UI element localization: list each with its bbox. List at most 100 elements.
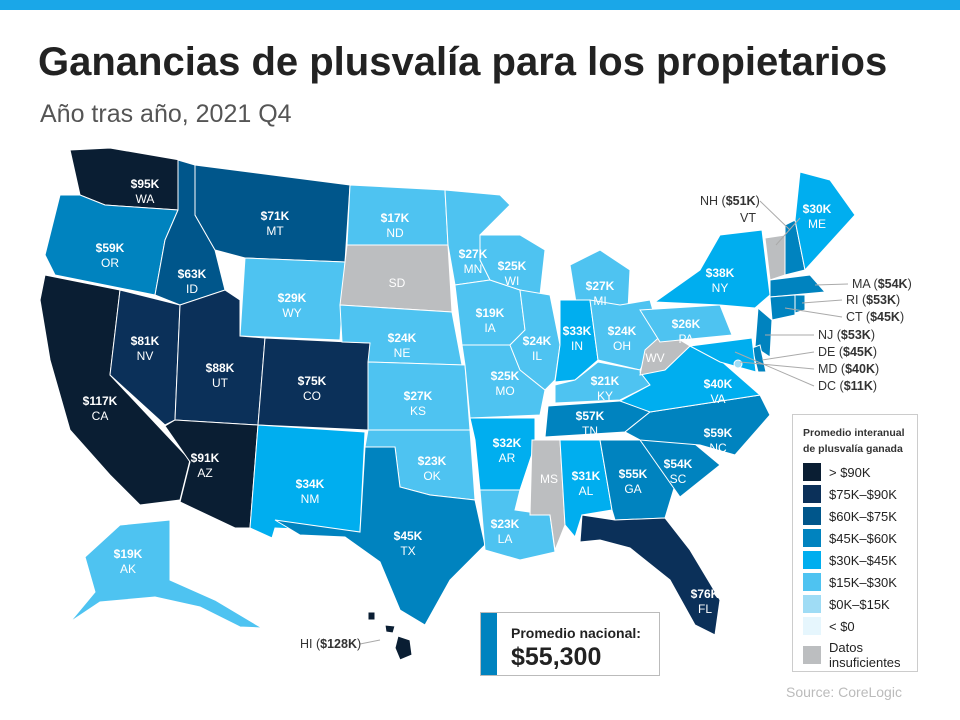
state-value-fl: $76K xyxy=(691,587,720,601)
legend-title-line2: de plusvalía ganada xyxy=(803,443,903,455)
state-abbr-sd: SD xyxy=(389,276,406,290)
state-abbr-ut: UT xyxy=(212,376,229,390)
state-abbr-nd: ND xyxy=(386,226,404,240)
legend-label: $75K–$90K xyxy=(829,486,897,502)
national-average-box: Promedio nacional: $55,300 xyxy=(480,612,660,676)
state-value-il: $24K xyxy=(523,334,552,348)
state-value-nv: $81K xyxy=(131,334,160,348)
state-abbr-ca: CA xyxy=(92,409,109,423)
legend-label: $30K–$45K xyxy=(829,552,897,568)
state-value-tx: $45K xyxy=(394,529,423,543)
state-abbr: DE xyxy=(818,345,835,359)
legend-item: > $90K xyxy=(803,463,917,481)
legend-swatch xyxy=(803,529,821,547)
state-value-ks: $27K xyxy=(404,389,433,403)
source-note: Source: CoreLogic xyxy=(786,684,902,700)
legend-swatch xyxy=(803,463,821,481)
legend-label: $45K–$60K xyxy=(829,530,897,546)
state-abbr: MD xyxy=(818,362,837,376)
state-abbr-ms: MS xyxy=(540,472,558,486)
state-abbr-il: IL xyxy=(532,349,542,363)
state-abbr-mn: MN xyxy=(464,262,483,276)
state-callout-dc: DC ($11K) xyxy=(818,379,877,393)
state-ak xyxy=(69,519,263,629)
state-abbr-wa: WA xyxy=(136,192,155,206)
leader-line xyxy=(801,299,843,304)
state-value: $51K xyxy=(726,194,756,208)
leader-line xyxy=(814,283,849,286)
legend-label: > $90K xyxy=(829,464,871,480)
state-abbr-ky: KY xyxy=(597,389,613,403)
state-abbr-oh: OH xyxy=(613,339,631,353)
state-abbr-ks: KS xyxy=(410,404,426,418)
state-abbr-ne: NE xyxy=(394,346,411,360)
state-value-ky: $21K xyxy=(591,374,620,388)
state-value-mt: $71K xyxy=(261,209,290,223)
legend-label: $60K–$75K xyxy=(829,508,897,524)
state-value-ny: $38K xyxy=(706,266,735,280)
state-abbr: NJ xyxy=(818,328,833,342)
legend-item: $60K–$75K xyxy=(803,507,917,525)
state-callout-vt: VT xyxy=(740,211,756,225)
legend-swatch xyxy=(803,573,821,591)
state-value-ak: $19K xyxy=(114,547,143,561)
legend-label: < $0 xyxy=(829,618,855,634)
state-fl xyxy=(579,514,721,636)
state-abbr-la: LA xyxy=(498,532,513,546)
state-value-ia: $19K xyxy=(476,306,505,320)
state-nc xyxy=(624,394,771,456)
state-value-la: $23K xyxy=(491,517,520,531)
legend-swatch xyxy=(803,617,821,635)
state-abbr-ia: IA xyxy=(484,321,495,335)
state-value-ar: $32K xyxy=(493,436,522,450)
state-value-al: $31K xyxy=(572,469,601,483)
legend-item: $0K–$15K xyxy=(803,595,917,613)
legend-label: $15K–$30K xyxy=(829,574,897,590)
legend-label: $0K–$15K xyxy=(829,596,890,612)
state-abbr-or: OR xyxy=(101,256,119,270)
leader-line xyxy=(775,217,801,246)
state-value-az: $91K xyxy=(191,451,220,465)
state-abbr-fl: FL xyxy=(698,602,712,616)
state-ma xyxy=(769,274,827,298)
legend: Promedio interanual de plusvalía ganada >… xyxy=(792,414,918,672)
legend-label-line1: Datos xyxy=(829,640,863,655)
state-value-ca: $117K xyxy=(83,394,118,408)
state-abbr-wi: WI xyxy=(505,274,520,288)
state-wy xyxy=(239,257,346,341)
state-abbr-va: VA xyxy=(710,392,725,406)
state-abbr-al: AL xyxy=(579,484,594,498)
state-abbr-ny: NY xyxy=(712,281,729,295)
state-callout-md: MD ($40K) xyxy=(818,362,879,376)
state-abbr: MA xyxy=(852,277,871,291)
state-ct xyxy=(769,294,796,321)
state-value-tn: $57K xyxy=(576,409,605,423)
state-callout-hi: HI ($128K) xyxy=(300,637,361,651)
state-value: $11K xyxy=(844,379,873,393)
legend-item: Datos insuficientes xyxy=(803,639,917,671)
top-accent-bar xyxy=(0,0,960,10)
state-value-pa: $26K xyxy=(672,317,701,331)
state-abbr-ga: GA xyxy=(624,482,641,496)
page-subtitle: Año tras año, 2021 Q4 xyxy=(40,100,292,128)
state-callout-de: DE ($45K) xyxy=(818,345,877,359)
state-value-nm: $34K xyxy=(296,477,325,491)
leader-line xyxy=(734,351,815,387)
state-value-mn: $27K xyxy=(459,247,488,261)
state-abbr: CT xyxy=(846,310,863,324)
state-value-ga: $55K xyxy=(619,467,648,481)
state-value-mi: $27K xyxy=(586,279,615,293)
state-dc xyxy=(733,359,743,369)
page-title: Ganancias de plusvalía para los propieta… xyxy=(38,40,888,84)
state-abbr-tx: TX xyxy=(400,544,415,558)
state-abbr-nm: NM xyxy=(301,492,320,506)
state-abbr: DC xyxy=(818,379,836,393)
state-value-ne: $24K xyxy=(388,331,417,345)
state-value-me: $30K xyxy=(803,202,832,216)
state-ri xyxy=(794,294,806,314)
state-abbr-ar: AR xyxy=(499,451,516,465)
state-value: $53K xyxy=(841,328,871,342)
state-value-wy: $29K xyxy=(278,291,307,305)
state-value-oh: $24K xyxy=(608,324,637,338)
